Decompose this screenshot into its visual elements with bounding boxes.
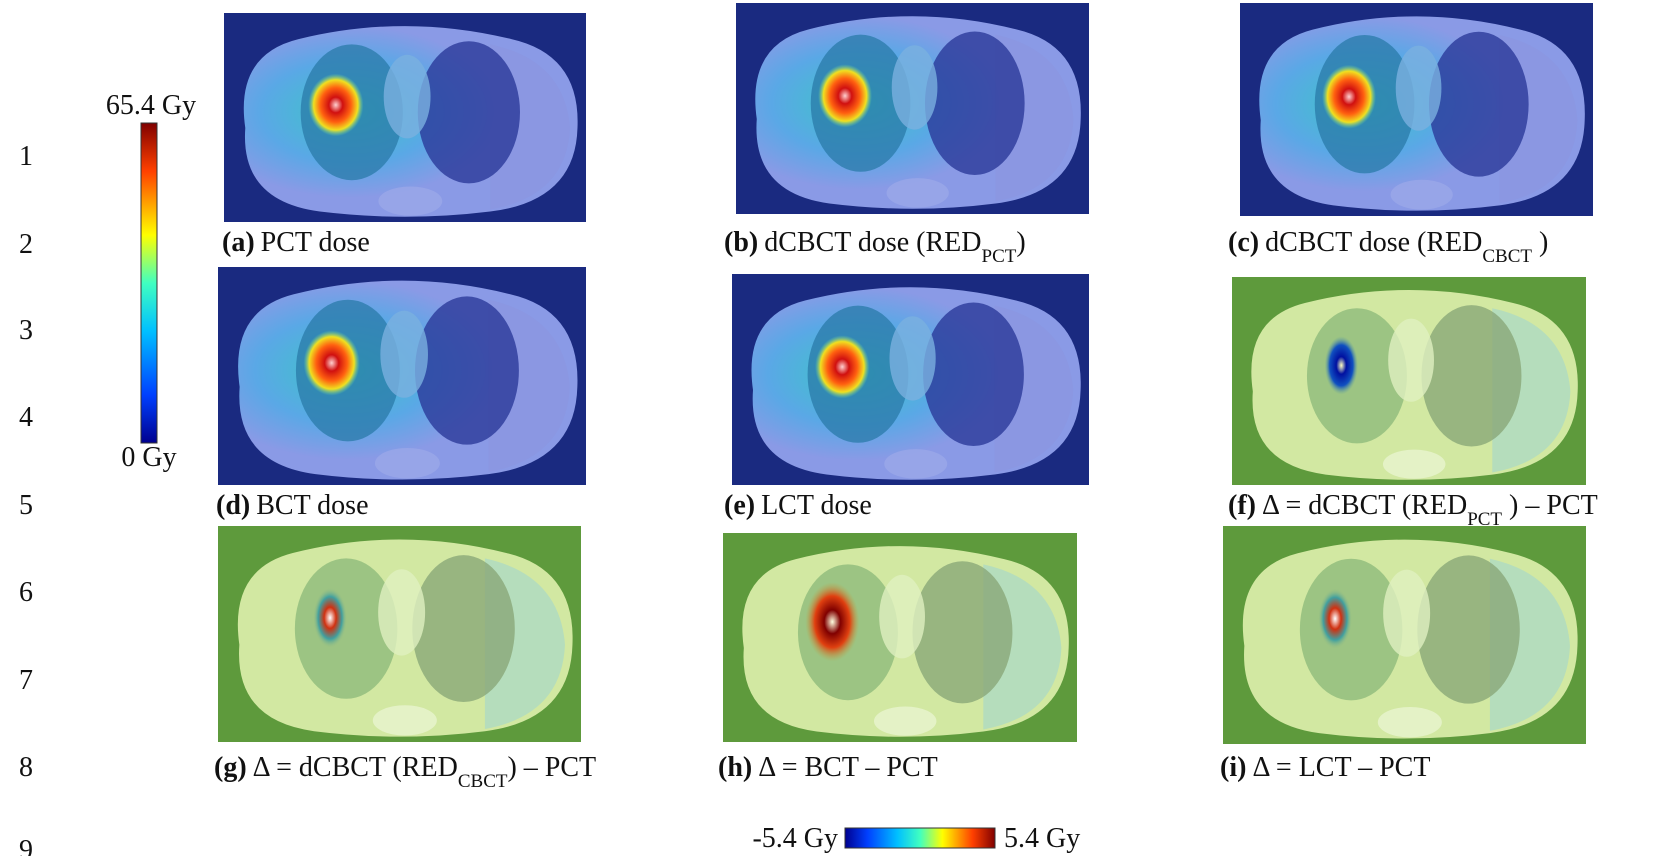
- ct-image: [732, 274, 1089, 485]
- caption-subscript: PCT: [982, 246, 1017, 267]
- caption: (b) dCBCT dose (REDPCT): [724, 227, 1026, 267]
- caption: (g) Δ = dCBCT (REDCBCT) – PCT: [214, 752, 596, 792]
- panel-letter: (i): [1220, 752, 1246, 783]
- panel-letter: (d): [216, 490, 250, 521]
- line-number: 8: [19, 752, 33, 783]
- caption-text: PCT dose: [261, 227, 370, 258]
- panel-letter: (a): [222, 227, 255, 258]
- caption-text: dCBCT dose (RED: [764, 227, 981, 258]
- caption-subscript: CBCT: [1482, 246, 1532, 267]
- panel-letter: (c): [1228, 227, 1259, 258]
- line-number: 7: [19, 665, 33, 696]
- ct-image: [723, 533, 1077, 742]
- caption-text: Δ = BCT – PCT: [758, 752, 938, 783]
- panel-letter: (b): [724, 227, 758, 258]
- caption-tail: ) – PCT: [507, 752, 596, 783]
- line-number: 5: [19, 490, 33, 521]
- diff-colorbar: [844, 827, 996, 849]
- colorbar-min: 0 Gy: [121, 442, 176, 473]
- caption: (e) LCT dose: [724, 490, 872, 521]
- caption-text: Δ = dCBCT (RED: [253, 752, 458, 783]
- caption: (d) BCT dose: [216, 490, 369, 521]
- caption-text: dCBCT dose (RED: [1265, 227, 1482, 258]
- line-number: 3: [19, 315, 33, 346]
- panel-letter: (g): [214, 752, 247, 783]
- ct-image: [218, 267, 586, 485]
- dose-colorbar: [140, 122, 158, 444]
- caption-text: Δ = dCBCT (RED: [1262, 490, 1467, 521]
- panel-letter: (e): [724, 490, 755, 521]
- caption-tail: ): [1016, 227, 1025, 258]
- colorbar-max: 65.4 Gy: [106, 90, 196, 121]
- caption-text: Δ = LCT – PCT: [1252, 752, 1430, 783]
- caption-tail: ): [1532, 227, 1548, 258]
- line-number: 9: [19, 835, 33, 856]
- ct-image: [1223, 526, 1586, 744]
- panel-letter: (h): [718, 752, 752, 783]
- ct-image: [736, 3, 1089, 214]
- caption: (c) dCBCT dose (REDCBCT ): [1228, 227, 1548, 267]
- ct-image: [1240, 3, 1593, 216]
- line-number: 6: [19, 577, 33, 608]
- caption-subscript: CBCT: [458, 771, 508, 792]
- colorbar-min: -5.4 Gy: [752, 823, 838, 854]
- ct-image: [218, 526, 581, 742]
- caption: (a) PCT dose: [222, 227, 370, 258]
- line-number: 2: [19, 229, 33, 260]
- caption: (h) Δ = BCT – PCT: [718, 752, 938, 783]
- caption: (i) Δ = LCT – PCT: [1220, 752, 1430, 783]
- caption: (f) Δ = dCBCT (REDPCT ) – PCT: [1228, 490, 1598, 530]
- caption-text: LCT dose: [761, 490, 872, 521]
- caption-tail: ) – PCT: [1502, 490, 1598, 521]
- colorbar-max: 5.4 Gy: [1004, 823, 1080, 854]
- caption-text: BCT dose: [256, 490, 368, 521]
- ct-image: [1232, 277, 1586, 485]
- panel-letter: (f): [1228, 490, 1256, 521]
- ct-image: [224, 13, 586, 222]
- line-number: 1: [19, 141, 33, 172]
- caption-subscript: PCT: [1467, 509, 1502, 530]
- line-number: 4: [19, 402, 33, 433]
